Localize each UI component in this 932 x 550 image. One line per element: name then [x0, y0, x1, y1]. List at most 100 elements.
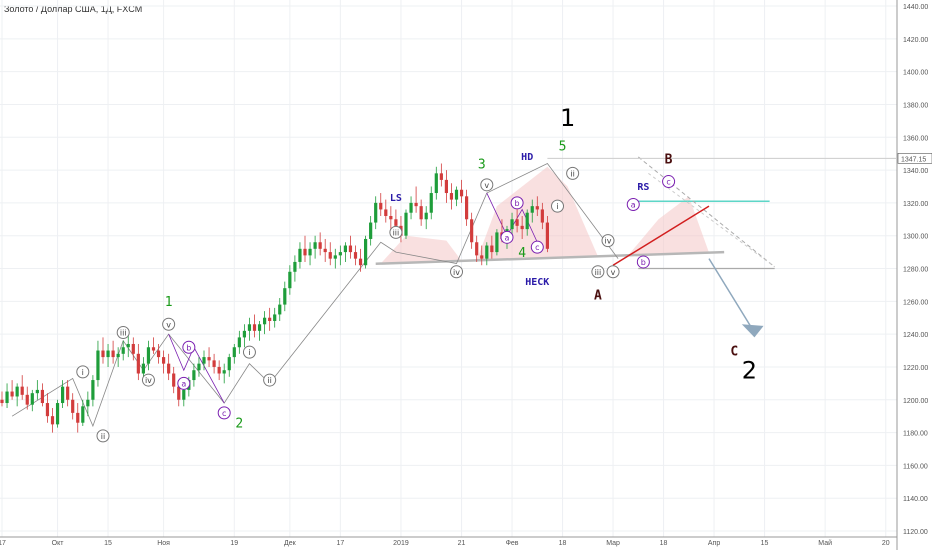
candle-body — [470, 219, 474, 243]
candle-body — [207, 357, 211, 361]
letter-label: c — [535, 243, 539, 252]
candle-body — [535, 206, 539, 210]
candle — [343, 242, 347, 262]
candle — [101, 337, 105, 364]
candle-body — [40, 389, 44, 404]
candle — [121, 340, 125, 361]
candle-body — [55, 403, 60, 425]
candle-body — [136, 353, 140, 374]
candle-body — [525, 212, 529, 230]
wave-label-green: 1 — [165, 295, 173, 310]
candle — [162, 350, 166, 374]
wave-label-green: 4 — [518, 246, 526, 261]
letter-label-circle — [636, 255, 650, 269]
candle — [338, 245, 342, 266]
candle-body — [263, 317, 267, 325]
candle — [106, 343, 110, 367]
candle — [136, 343, 140, 381]
candle — [217, 360, 221, 381]
y-tick-label: 1140.00 — [903, 496, 928, 503]
candle — [414, 186, 418, 213]
roman-label: v — [611, 268, 616, 277]
candle — [30, 389, 34, 412]
candle — [182, 386, 186, 407]
candle — [444, 170, 448, 203]
candle-body — [308, 248, 312, 256]
candle-body — [25, 394, 29, 405]
candle-body — [434, 173, 438, 194]
candle-body — [283, 288, 287, 305]
candle — [283, 281, 287, 312]
y-tick-label: 1400.00 — [903, 70, 928, 77]
candle-body — [384, 209, 388, 216]
candle-body — [101, 350, 105, 358]
x-tick-label: Фев — [506, 540, 519, 547]
x-tick-label: Окт — [52, 540, 65, 547]
candle-body — [318, 242, 322, 249]
candle — [237, 330, 241, 354]
x-tick-label: 19 — [230, 540, 238, 547]
candle-body — [177, 386, 181, 400]
neckline — [375, 250, 725, 265]
letter-label: c — [222, 409, 226, 418]
wave-label-major: 1 — [560, 104, 575, 132]
candle — [35, 380, 39, 400]
candle-body — [545, 222, 549, 249]
letter-label: b — [186, 343, 191, 352]
candle-body — [156, 350, 161, 358]
roman-label: iv — [605, 237, 612, 246]
roman-label-circle — [601, 234, 615, 248]
candle-body — [91, 380, 95, 400]
projection-arrow — [708, 258, 756, 333]
candle-body — [293, 261, 297, 272]
candle — [530, 199, 534, 223]
candle-body — [111, 350, 115, 358]
candle-body — [252, 324, 257, 331]
roman-label-circle — [450, 265, 463, 279]
candle — [303, 235, 307, 262]
candle — [96, 340, 100, 387]
wave-label-dark: C — [730, 344, 738, 359]
x-tick-label: 2019 — [393, 540, 409, 547]
candle — [273, 307, 277, 328]
candle — [227, 353, 231, 377]
y-tick-label: 1380.00 — [903, 102, 928, 109]
roman-label: ii — [570, 169, 574, 178]
candle — [520, 216, 524, 239]
letter-label: a — [505, 233, 510, 242]
candle-body — [389, 216, 393, 220]
roman-label-circle — [566, 166, 580, 180]
letter-label-circle — [177, 376, 191, 390]
roman-label: iv — [145, 376, 152, 385]
candle — [459, 179, 464, 203]
candle — [263, 311, 267, 335]
letter-label-circle — [500, 230, 514, 244]
candle — [45, 393, 50, 423]
candle-body — [313, 242, 317, 249]
x-tick-label: Мар — [606, 540, 620, 547]
candle — [257, 321, 262, 341]
letter-label-circle — [182, 340, 196, 354]
candle — [55, 399, 60, 428]
candle — [495, 229, 499, 256]
candle-body — [333, 255, 337, 259]
candle — [202, 350, 206, 371]
pattern-label: RS — [637, 182, 649, 193]
candle — [10, 380, 14, 400]
candle-body — [35, 389, 39, 394]
candle-body — [530, 206, 534, 213]
candle — [167, 353, 171, 381]
candle — [515, 209, 519, 233]
candle-body — [232, 347, 236, 358]
roman-label-circle — [141, 373, 155, 387]
candle-body — [15, 386, 19, 397]
candle-body — [10, 391, 14, 397]
candle-body — [394, 219, 398, 226]
candle — [389, 206, 393, 230]
candle — [242, 324, 246, 348]
candle — [0, 391, 4, 407]
roman-label: v — [484, 181, 489, 190]
candle — [525, 209, 529, 236]
candle-body — [81, 406, 85, 423]
